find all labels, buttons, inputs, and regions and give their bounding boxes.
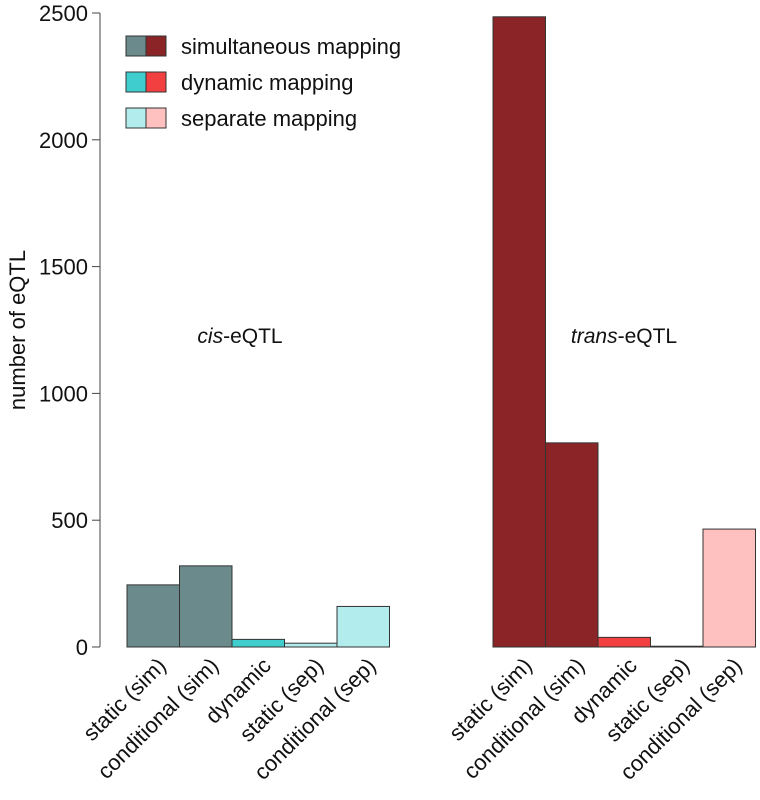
legend-label: simultaneous mapping <box>181 34 401 59</box>
y-tick-label: 1500 <box>39 255 88 280</box>
legend-item: dynamic mapping <box>125 70 353 95</box>
legend-swatch <box>125 71 147 93</box>
bar <box>284 642 338 648</box>
y-tick-label: 0 <box>76 635 88 660</box>
legend-swatch <box>125 107 147 129</box>
y-tick-label: 2500 <box>39 1 88 26</box>
legend-swatch <box>145 71 167 93</box>
y-axis: 0 500 1000 1500 2000 2500 <box>39 1 101 660</box>
bar <box>231 638 285 648</box>
panel-label: trans-eQTL <box>571 325 677 348</box>
bar <box>702 528 756 648</box>
y-tick-label: 2000 <box>39 128 88 153</box>
legend-swatch <box>125 35 147 57</box>
y-axis-title: number of eQTL <box>5 250 30 410</box>
bar <box>650 645 704 648</box>
bar <box>336 605 390 648</box>
legend-item: separate mapping <box>125 106 357 131</box>
y-tick-label: 1000 <box>39 381 88 406</box>
panel-label: cis-eQTL <box>197 325 282 348</box>
legend-swatch <box>145 107 167 129</box>
bar <box>597 636 651 648</box>
legend-label: separate mapping <box>181 106 357 131</box>
bar <box>179 565 233 648</box>
y-tick-label: 500 <box>51 508 88 533</box>
legend-item: simultaneous mapping <box>125 34 401 59</box>
legend: simultaneous mapping dynamic mapping separ… <box>125 34 401 131</box>
bar <box>492 16 546 648</box>
legend-swatch <box>145 35 167 57</box>
bar <box>126 584 180 648</box>
legend-label: dynamic mapping <box>181 70 353 95</box>
bar <box>545 442 599 648</box>
